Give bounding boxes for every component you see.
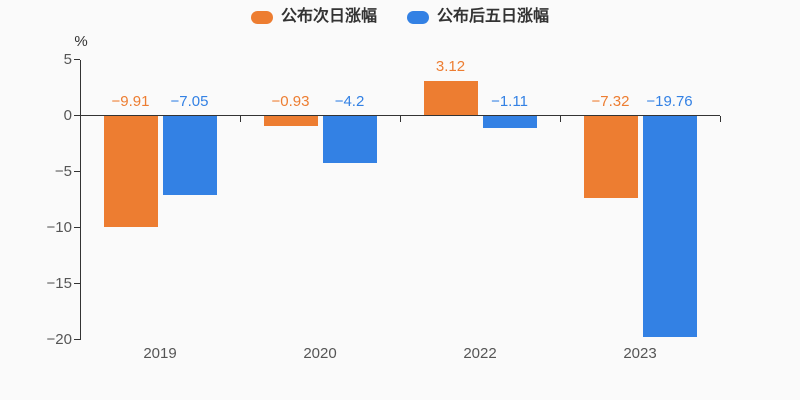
legend-swatch-blue-icon (407, 10, 429, 24)
legend-label-five-day-change: 公布后五日涨幅 (437, 8, 550, 25)
bar-next-day-2022 (423, 80, 478, 116)
bar-value-label: 3.12 (435, 57, 466, 75)
y-tick (74, 59, 80, 60)
bar-next-day-2023 (583, 116, 638, 198)
y-axis-line (79, 59, 81, 340)
bar-value-label: −4.2 (334, 92, 365, 110)
legend: 公布次日涨幅 公布后五日涨幅 (0, 7, 800, 27)
bar-next-day-2020 (263, 116, 318, 127)
y-tick-label: −15 (46, 274, 72, 292)
bar-next-day-2019 (103, 116, 158, 227)
x-tick (399, 116, 401, 122)
x-category-label: 2020 (303, 345, 337, 362)
legend-item-five-day-change[interactable]: 公布后五日涨幅 (407, 7, 549, 27)
x-category-label: 2022 (463, 345, 497, 362)
bar-five-day-2019 (162, 116, 217, 195)
x-tick (719, 116, 721, 122)
y-tick-label: −5 (54, 162, 72, 180)
y-tick-label: −10 (46, 218, 72, 236)
bar-value-label: −1.11 (491, 92, 528, 110)
y-tick (74, 115, 80, 116)
x-tick (79, 116, 81, 122)
legend-label-next-day-change: 公布次日涨幅 (280, 8, 377, 25)
x-tick (559, 116, 561, 122)
bar-five-day-2022 (482, 116, 537, 129)
y-axis-unit-label: % (74, 33, 88, 50)
y-tick (74, 283, 80, 284)
y-tick-label: 0 (63, 106, 72, 124)
bar-value-label: −9.91 (111, 92, 150, 110)
x-category-label: 2019 (143, 345, 177, 362)
legend-swatch-orange-icon (250, 10, 273, 24)
legend-item-next-day-change[interactable]: 公布次日涨幅 (250, 7, 377, 27)
bar-five-day-2023 (642, 116, 697, 338)
y-tick-label: 5 (63, 50, 72, 68)
y-tick-label: −20 (46, 330, 72, 348)
bar-value-label: −19.76 (646, 92, 693, 110)
bar-value-label: −0.93 (271, 92, 310, 110)
x-axis-line (80, 115, 720, 116)
x-tick (239, 116, 241, 122)
x-category-label: 2023 (623, 345, 657, 362)
y-tick (74, 171, 80, 172)
bar-value-label: −7.05 (170, 92, 209, 110)
y-tick (74, 227, 80, 228)
y-tick (74, 339, 80, 340)
bar-five-day-2020 (322, 116, 377, 164)
bar-value-label: −7.32 (591, 92, 630, 110)
